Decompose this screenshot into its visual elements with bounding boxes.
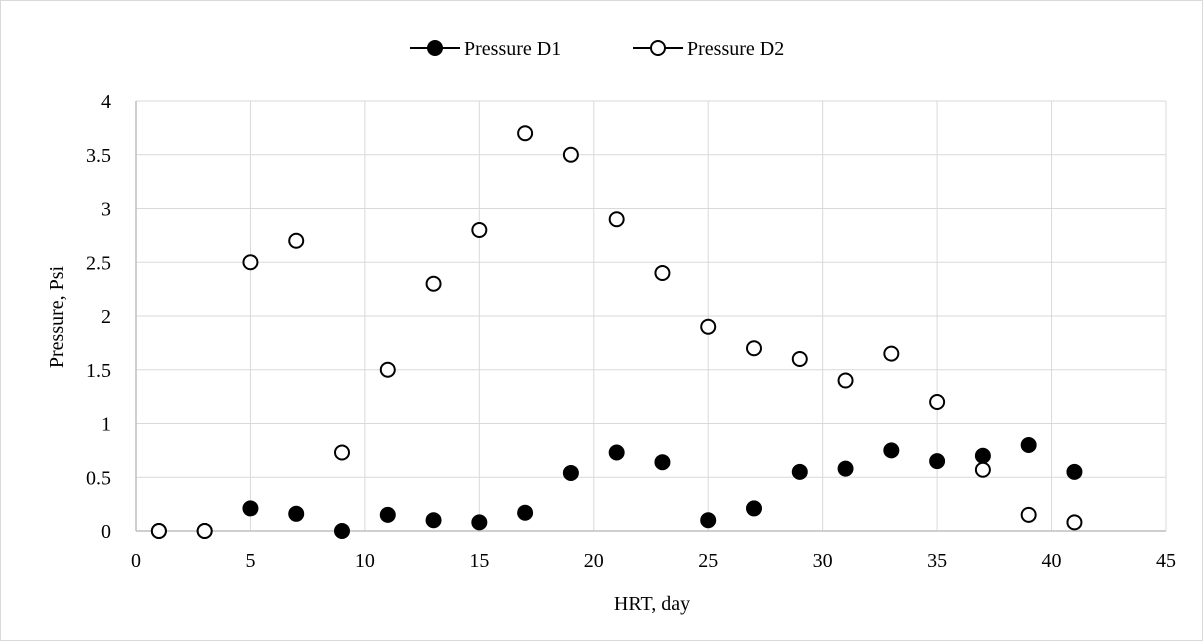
y-tick-label: 3.5 — [86, 145, 111, 167]
data-point-pressure-d2 — [608, 211, 625, 228]
data-point-pressure-d1 — [288, 505, 305, 522]
data-point-pressure-d1 — [883, 442, 900, 459]
axes — [135, 101, 1166, 532]
data-point-pressure-d1 — [1066, 463, 1083, 480]
data-point-pressure-d2 — [974, 461, 991, 478]
data-point-pressure-d1 — [608, 444, 625, 461]
data-point-pressure-d1 — [379, 506, 396, 523]
data-point-pressure-d2 — [242, 254, 259, 271]
y-tick-label: 4 — [101, 91, 111, 113]
y-tick-label: 3 — [101, 199, 111, 221]
data-point-pressure-d1 — [746, 500, 762, 517]
x-tick-label: 5 — [245, 550, 255, 572]
data-point-pressure-d1 — [974, 447, 991, 464]
data-series — [150, 125, 1083, 539]
data-point-pressure-d1 — [425, 512, 442, 529]
data-point-pressure-d1 — [517, 504, 534, 521]
y-tick-label: 1.5 — [86, 360, 111, 382]
x-tick-label: 40 — [1042, 550, 1062, 572]
y-axis-title: Pressure, Psi — [46, 265, 68, 368]
x-tick-label: 25 — [698, 550, 718, 572]
y-tick-label: 0.5 — [86, 467, 111, 489]
data-point-pressure-d2 — [1066, 514, 1083, 531]
x-tick-label: 30 — [813, 550, 833, 572]
data-point-pressure-d2 — [471, 222, 488, 238]
x-tick-label: 10 — [355, 550, 375, 572]
data-point-pressure-d2 — [334, 444, 350, 461]
data-point-pressure-d2 — [425, 275, 442, 292]
data-point-pressure-d1 — [471, 514, 488, 531]
data-point-pressure-d1 — [1020, 437, 1037, 453]
data-point-pressure-d1 — [654, 454, 671, 471]
x-tick-label: 45 — [1156, 550, 1176, 572]
x-tick-label: 15 — [469, 550, 489, 572]
data-point-pressure-d1 — [791, 463, 808, 480]
data-point-pressure-d2 — [791, 351, 808, 367]
legend: Pressure D1 Pressure D2 — [410, 38, 784, 60]
x-tick-label: 20 — [584, 550, 604, 572]
legend-marker-pressure-d1 — [427, 40, 443, 56]
data-point-pressure-d1 — [700, 512, 717, 529]
data-point-pressure-d1 — [837, 460, 854, 477]
data-point-pressure-d2 — [700, 318, 717, 335]
legend-label-pressure-d2: Pressure D2 — [687, 38, 784, 60]
y-tick-label: 0 — [101, 521, 111, 543]
x-axis-title: HRT, day — [614, 593, 690, 615]
data-point-pressure-d1 — [334, 523, 350, 539]
data-point-pressure-d2 — [654, 265, 671, 281]
legend-label-pressure-d1: Pressure D1 — [464, 38, 561, 60]
data-point-pressure-d2 — [517, 125, 534, 142]
data-point-pressure-d2 — [883, 345, 900, 362]
data-point-pressure-d2 — [746, 340, 762, 357]
tick-labels: 00.511.522.533.540 5 10 15 20 25 30 35 40 45 — [86, 91, 1176, 572]
data-point-pressure-d1 — [562, 464, 579, 481]
data-point-pressure-d2 — [196, 523, 213, 539]
y-tick-label: 1 — [101, 414, 111, 436]
data-point-pressure-d2 — [562, 146, 579, 163]
data-point-pressure-d2 — [288, 232, 305, 249]
data-point-pressure-d2 — [929, 394, 946, 410]
data-point-pressure-d2 — [379, 361, 396, 378]
data-point-pressure-d1 — [929, 453, 946, 470]
y-tick-label: 2.5 — [86, 252, 111, 274]
y-tick-label: 2 — [101, 306, 111, 328]
data-point-pressure-d2 — [150, 523, 167, 539]
x-tick-label: 0 — [131, 550, 141, 572]
x-tick-label: 35 — [927, 550, 947, 572]
data-point-pressure-d2 — [1020, 506, 1037, 523]
data-point-pressure-d2 — [837, 372, 854, 389]
gridlines — [136, 100, 1167, 531]
data-point-pressure-d1 — [242, 500, 259, 517]
legend-marker-pressure-d2 — [650, 40, 666, 56]
